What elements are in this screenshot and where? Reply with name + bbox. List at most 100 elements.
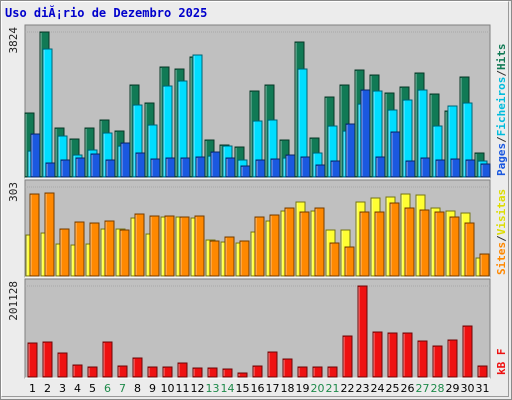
ymax-label-kb: 201128 (7, 281, 20, 321)
x-tick-label-day-30: 30 (461, 382, 475, 395)
bar-visits-sites-day-27 (419, 209, 430, 277)
x-tick-label-day-4: 4 (74, 382, 81, 395)
bar-kb-kb-f-day-26 (402, 332, 413, 378)
bar-visits-sites-day-8 (134, 213, 145, 277)
legend-hits-panel: Pages/Ficheiros/Hits (495, 44, 508, 176)
bar-visits-sites-day-29 (449, 216, 460, 277)
x-tick-label-day-29: 29 (446, 382, 460, 395)
bar-visits-sites-day-15 (239, 240, 250, 277)
x-tick-label-day-26: 26 (401, 382, 415, 395)
bar-visits-sites-day-5 (89, 222, 100, 277)
bar-visits-sites-day-22 (344, 246, 355, 277)
legend-kb-panel: kB F (495, 349, 508, 376)
x-tick-label-day-9: 9 (149, 382, 156, 395)
bar-kb-kb-f-day-28 (432, 345, 443, 378)
bar-kb-kb-f-day-31 (477, 365, 488, 378)
x-tick-label-day-15: 15 (236, 382, 250, 395)
legend-kb-panel-entry-kb-f: kB F (495, 349, 508, 376)
bar-kb-kb-f-day-3 (57, 352, 68, 378)
bar-kb-kb-f-day-20 (312, 366, 323, 378)
bar-visits-sites-day-7 (119, 229, 130, 277)
x-tick-label-day-17: 17 (266, 382, 280, 395)
x-tick-label-day-7: 7 (119, 382, 126, 395)
bar-kb-kb-f-day-13 (207, 367, 218, 378)
bar-visits-sites-day-30 (464, 222, 475, 277)
bar-kb-kb-f-day-22 (342, 335, 353, 378)
x-tick-label-day-11: 11 (176, 382, 190, 395)
x-tick-label-day-12: 12 (191, 382, 205, 395)
ymax-label-visits: 303 (7, 182, 20, 202)
x-tick-label-day-24: 24 (371, 382, 385, 395)
x-tick-label-day-25: 25 (386, 382, 400, 395)
bar-kb-kb-f-day-19 (297, 366, 308, 378)
x-tick-label-day-23: 23 (356, 382, 370, 395)
bar-visits-sites-day-25 (389, 202, 400, 277)
bar-kb-kb-f-day-10 (162, 366, 173, 378)
bar-kb-kb-f-day-24 (372, 331, 383, 378)
x-tick-label-day-6: 6 (104, 382, 111, 395)
x-tick-label-day-1: 1 (29, 382, 36, 395)
bar-kb-kb-f-day-7 (117, 365, 128, 378)
bar-visits-sites-day-14 (224, 236, 235, 277)
legend-hits-panel-entry-hits: Hits (495, 44, 508, 71)
bar-visits-sites-day-23 (359, 211, 370, 277)
bar-visits-sites-day-31 (479, 253, 490, 277)
bar-visits-sites-day-13 (209, 240, 220, 277)
bar-visits-sites-day-11 (179, 216, 190, 277)
bar-kb-kb-f-day-23 (357, 285, 368, 378)
bar-visits-sites-day-6 (104, 220, 115, 277)
bar-kb-kb-f-day-2 (42, 341, 53, 378)
bar-visits-sites-day-18 (284, 207, 295, 277)
bar-visits-sites-day-20 (314, 207, 325, 277)
bar-visits-sites-day-21 (329, 242, 340, 277)
bar-visits-sites-day-16 (254, 216, 265, 277)
x-tick-label-day-19: 19 (296, 382, 310, 395)
bar-kb-kb-f-day-4 (72, 364, 83, 378)
bar-kb-kb-f-day-14 (222, 368, 233, 378)
bar-kb-kb-f-day-1 (27, 342, 38, 378)
legend-hits-panel-separator: / (495, 70, 508, 77)
x-tick-label-day-21: 21 (326, 382, 340, 395)
legend-visits-panel-entry-visitas: Visitas (495, 189, 508, 235)
bar-visits-sites-day-3 (59, 228, 70, 277)
legend-visits-panel-entry-sites: Sites (495, 242, 508, 275)
legend-hits-panel-separator: / (495, 136, 508, 143)
bar-kb-kb-f-day-25 (387, 332, 398, 378)
x-tick-label-day-3: 3 (59, 382, 66, 395)
bar-kb-kb-f-day-5 (87, 366, 98, 378)
bar-visits-sites-day-10 (164, 215, 175, 277)
bar-kb-kb-f-day-30 (462, 325, 473, 378)
x-tick-label-day-22: 22 (341, 382, 355, 395)
bar-visits-sites-day-17 (269, 214, 280, 277)
x-tick-label-day-5: 5 (89, 382, 96, 395)
x-tick-label-day-10: 10 (161, 382, 175, 395)
bar-visits-sites-day-26 (404, 207, 415, 277)
bar-visits-sites-day-4 (74, 221, 85, 277)
ymax-label-hits: 3824 (7, 27, 20, 54)
bar-visits-sites-day-28 (434, 211, 445, 277)
bar-kb-kb-f-day-9 (147, 366, 158, 378)
x-tick-label-day-20: 20 (311, 382, 325, 395)
bar-visits-sites-day-1 (29, 193, 40, 277)
bar-kb-kb-f-day-8 (132, 357, 143, 378)
x-tick-label-day-27: 27 (416, 382, 430, 395)
bar-kb-kb-f-day-18 (282, 358, 293, 378)
bar-visits-sites-day-2 (44, 192, 55, 277)
bar-kb-kb-f-day-29 (447, 339, 458, 378)
bar-hits-pages-day-31 (480, 163, 491, 178)
bar-kb-kb-f-day-15 (237, 372, 248, 378)
bar-kb-kb-f-day-27 (417, 340, 428, 378)
x-tick-label-day-13: 13 (206, 382, 220, 395)
chart-marks (24, 31, 491, 378)
bar-kb-kb-f-day-16 (252, 365, 263, 378)
x-tick-label-day-18: 18 (281, 382, 295, 395)
legend-visits-panel: Sites/Visitas (495, 189, 508, 275)
x-tick-label-day-31: 31 (476, 382, 490, 395)
bar-kb-kb-f-day-21 (327, 366, 338, 378)
bar-kb-kb-f-day-12 (192, 367, 203, 378)
bar-visits-sites-day-24 (374, 211, 385, 277)
legend-visits-panel-separator: / (495, 235, 508, 242)
